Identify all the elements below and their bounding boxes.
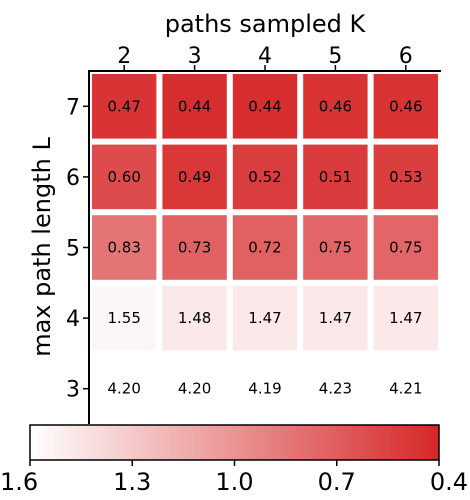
heatmap-cell-5-5 [303,215,368,280]
cell-value-label: 0.75 [389,239,422,257]
cell-value-label: 0.49 [178,168,211,186]
cell-value-label: 4.23 [319,380,352,398]
colorbar-tick-label: 1.0 [215,468,253,496]
heatmap-cell-5-4 [232,215,298,280]
x-tick-label: 3 [188,44,202,69]
cell-value-label: 0.53 [389,168,422,186]
colorbar: 1.6 1.3 1.0 0.7 0.4 [0,424,468,496]
heatmap-cell-6-6 [373,144,438,210]
cell-value-label: 1.47 [389,309,422,327]
x-tick-labels: 2 3 4 5 6 [117,44,413,71]
heatmap-cell-6-5 [303,144,368,210]
cell-value-label: 4.19 [248,380,281,398]
cell-value-label: 0.52 [248,168,281,186]
cell-value-label: 0.73 [178,239,211,257]
cell-value-label: 0.46 [389,97,422,115]
cell-value-label: 1.55 [107,309,140,327]
y-tick-label: 5 [66,237,80,262]
cell-value-label: 0.46 [319,97,352,115]
x-tick-label: 5 [328,44,342,69]
cell-value-label: 4.20 [107,380,140,398]
cell-value-label: 1.48 [178,309,211,327]
heatmap-cell-4-5 [303,285,368,351]
y-tick-label: 3 [66,378,80,403]
x-tick-label: 2 [117,44,131,69]
heatmap-cell-6-2 [92,144,157,210]
y-tick-labels: 7 6 5 4 3 [66,95,89,403]
colorbar-tick-label: 1.3 [113,468,151,496]
heatmap-cell-7-2 [92,74,157,139]
cell-value-label: 0.51 [319,168,352,186]
cell-value-label: 0.60 [107,168,140,186]
cell-value-label: 0.47 [107,97,140,115]
heatmap-cell-5-2 [92,215,157,280]
cell-value-label: 0.72 [248,239,281,257]
y-tick-label: 6 [66,166,80,191]
y-tick-label: 7 [66,95,80,120]
x-tick-label: 4 [258,44,272,69]
heatmap-cell-7-4 [232,74,298,139]
heatmap-cell-5-3 [162,215,227,280]
cell-value-label: 1.47 [248,309,281,327]
heatmap-cell-7-3 [162,74,227,139]
x-tick-label: 6 [399,44,413,69]
heatmap-cell-4-2 [92,285,157,351]
colorbar-tick-label: 1.6 [0,468,38,496]
colorbar-gradient [29,424,440,461]
cell-value-label: 0.83 [107,239,140,257]
heatmap-cell-7-5 [303,74,368,139]
cell-value-label: 1.47 [319,309,352,327]
colorbar-tick-label: 0.7 [318,468,356,496]
heatmap-cell-6-4 [232,144,298,210]
cell-value-label: 0.75 [319,239,352,257]
colorbar-tick-label: 0.4 [430,468,468,496]
y-tick-label: 4 [66,307,80,332]
heatmap-cell-4-3 [162,285,227,351]
cell-value-label: 4.20 [178,380,211,398]
heatmap-cell-7-6 [373,74,438,139]
heatmap-cell-5-6 [373,215,438,280]
heatmap-cell-4-6 [373,285,438,351]
heatmap-cell-6-3 [162,144,227,210]
cell-value-label: 4.21 [389,380,422,398]
heatmap-cell-4-4 [232,285,298,351]
heatmap-cells: 0.47 0.44 0.44 0.46 0.46 0.60 0.49 0.52 0.51 0.53… [92,74,438,398]
y-axis-label: max path length L [28,137,56,357]
cell-value-label: 0.44 [248,97,281,115]
cell-value-label: 0.44 [178,97,211,115]
x-axis-label: paths sampled K [165,10,367,38]
